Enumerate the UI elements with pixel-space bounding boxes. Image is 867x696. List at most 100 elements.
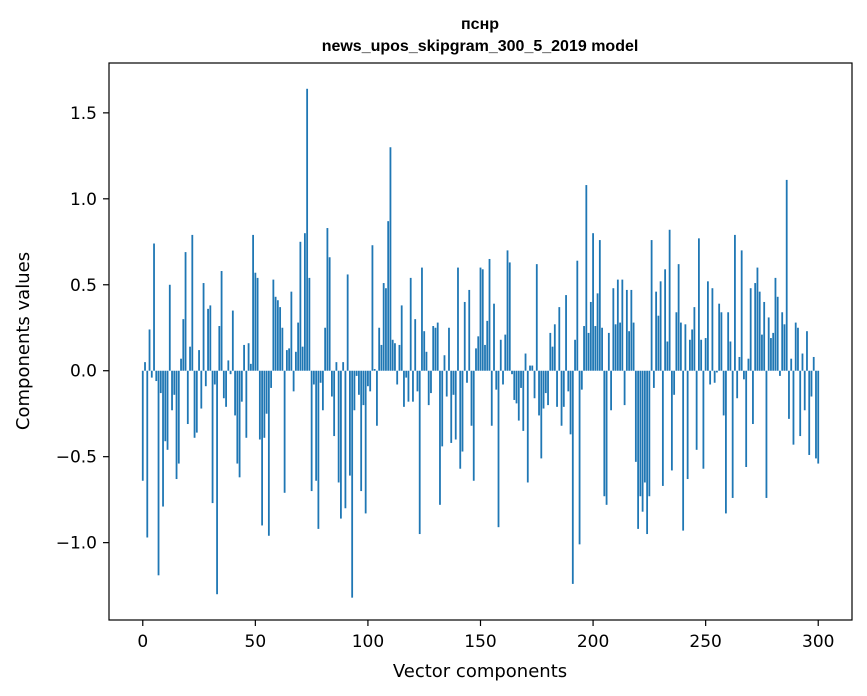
bar-132: [439, 370, 441, 505]
bar-23: [193, 370, 196, 438]
bar-77: [315, 370, 318, 481]
bar-54: [263, 370, 266, 438]
bar-42: [236, 370, 239, 464]
bar-193: [576, 260, 579, 371]
bar-227: [652, 370, 655, 388]
bar-262: [731, 370, 734, 498]
bar-13: [171, 370, 173, 411]
bar-246: [695, 370, 698, 450]
bar-166: [515, 370, 518, 404]
x-tick-label: 250: [689, 632, 721, 652]
bar-300: [817, 370, 820, 464]
bar-150: [479, 267, 482, 371]
bar-248: [700, 339, 703, 371]
bar-144: [466, 370, 468, 383]
bar-61: [279, 307, 282, 371]
bar-244: [691, 329, 694, 371]
bar-256: [718, 303, 721, 371]
bars-group: [141, 88, 820, 598]
bar-154: [488, 258, 491, 371]
bar-185: [558, 307, 561, 371]
bar-95: [355, 370, 358, 376]
bar-5: [153, 243, 155, 371]
bar-76: [312, 370, 315, 385]
bar-281: [774, 277, 777, 371]
bar-48: [249, 363, 252, 371]
bar-240: [682, 370, 685, 531]
bar-89: [342, 362, 345, 371]
bar-91: [346, 274, 349, 371]
bar-12: [168, 284, 171, 371]
bar-285: [783, 324, 786, 371]
bar-127: [427, 370, 430, 406]
bar-294: [803, 370, 806, 411]
bar-71: [301, 346, 304, 371]
bar-250: [704, 338, 707, 371]
bar-208: [610, 370, 612, 411]
bar-43: [238, 370, 241, 478]
bar-118: [407, 370, 410, 402]
bar-73: [306, 88, 309, 371]
bar-51: [256, 277, 259, 371]
bar-209: [612, 288, 615, 371]
bar-4: [150, 370, 153, 378]
bar-143: [463, 301, 466, 371]
bar-122: [416, 370, 419, 392]
bar-92: [349, 370, 351, 476]
bar-113: [396, 370, 399, 385]
bar-177: [540, 370, 543, 459]
bar-18: [182, 319, 185, 371]
bar-126: [425, 351, 428, 371]
bar-229: [657, 315, 660, 371]
bar-52: [258, 370, 261, 440]
bar-203: [598, 240, 601, 371]
bar-220: [637, 370, 640, 529]
bar-253: [711, 288, 714, 371]
bar-180: [547, 370, 549, 406]
bar-79: [319, 370, 322, 383]
bar-155: [490, 370, 493, 426]
bar-186: [560, 370, 563, 426]
bar-38: [227, 360, 230, 371]
bar-290: [794, 322, 797, 371]
bar-282: [776, 296, 779, 371]
bar-94: [353, 370, 356, 411]
bar-249: [702, 370, 705, 469]
y-tick-label: −0.5: [56, 448, 97, 468]
bar-58: [272, 279, 275, 371]
bar-26: [200, 370, 203, 409]
bar-217: [630, 289, 633, 371]
bar-35: [220, 271, 223, 371]
bar-145: [468, 289, 471, 371]
bar-204: [601, 327, 603, 371]
bar-115: [400, 305, 403, 371]
bar-153: [486, 320, 489, 371]
bar-288: [790, 358, 793, 371]
bar-211: [616, 279, 619, 371]
bar-239: [679, 322, 682, 371]
bar-237: [675, 312, 678, 371]
bar-194: [578, 370, 581, 545]
bar-175: [535, 264, 538, 371]
x-tick-label: 200: [577, 632, 609, 652]
bar-238: [677, 264, 680, 371]
bar-125: [423, 331, 426, 371]
bar-69: [297, 322, 300, 371]
bar-261: [729, 341, 732, 371]
bar-53: [261, 370, 263, 526]
bar-72: [303, 233, 306, 371]
bar-218: [632, 322, 635, 371]
bar-167: [517, 370, 520, 421]
bar-242: [686, 370, 689, 480]
bar-279: [770, 338, 772, 371]
bar-2: [146, 370, 149, 538]
bar-131: [436, 322, 439, 371]
bar-142: [461, 370, 464, 452]
bar-107: [382, 283, 385, 371]
bar-82: [326, 228, 329, 371]
bar-19: [184, 252, 187, 371]
bar-9: [162, 370, 164, 507]
bar-36: [222, 370, 225, 399]
bar-222: [641, 370, 644, 512]
bar-137: [450, 370, 453, 443]
